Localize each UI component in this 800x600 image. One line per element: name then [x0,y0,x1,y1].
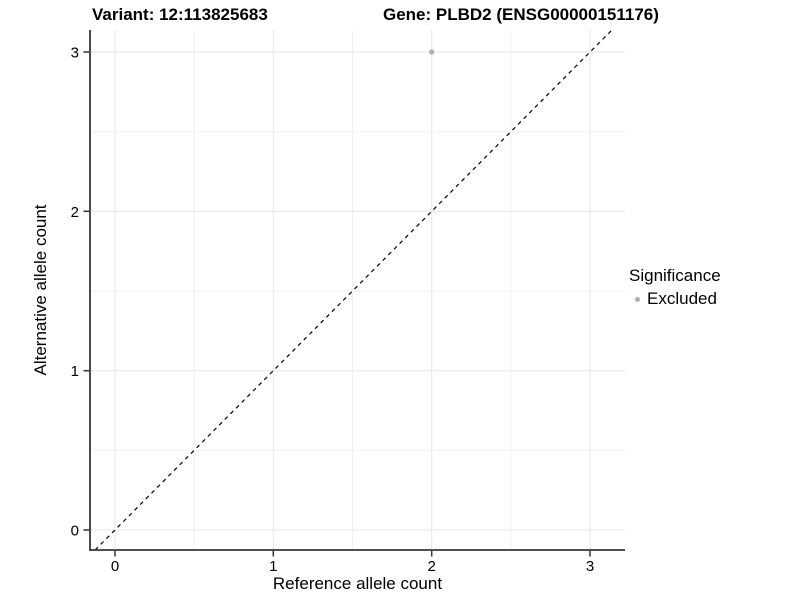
gridlines-minor [90,30,625,550]
x-tick-label-1: 1 [269,558,277,575]
data-point [429,49,435,55]
gridlines-major [90,30,625,550]
identity-reference-line [94,29,613,551]
tick-marks [83,51,591,557]
x-tick-label-0: 0 [111,558,119,575]
legend-item-excluded: Excluded [629,289,721,309]
y-tick-label-2: 2 [71,204,79,221]
excluded-point-icon [635,296,640,302]
x-tick-label-3: 3 [586,558,594,575]
axis-lines [89,30,625,551]
y-tick-label-3: 3 [71,45,79,62]
y-axis-title: Alternative allele count [31,204,50,375]
x-tick-label-2: 2 [428,558,436,575]
y-tick-label-0: 0 [71,523,79,540]
x-axis-title: Reference allele count [273,574,442,593]
legend: Significance Excluded [629,266,721,309]
legend-item-label: Excluded [647,289,717,308]
variant-title: Variant: 12:113825683 [92,5,268,24]
y-tick-label-1: 1 [71,363,79,380]
legend-title: Significance [629,266,721,285]
gene-title: Gene: PLBD2 (ENSG00000151176) [383,5,659,24]
